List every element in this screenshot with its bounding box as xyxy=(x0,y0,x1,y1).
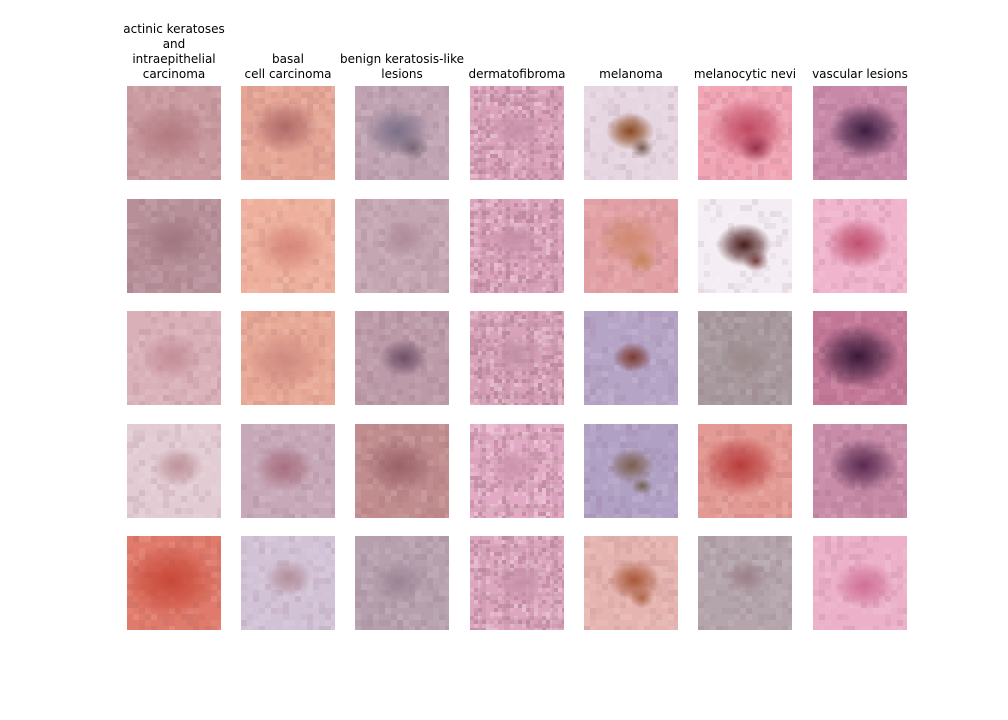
lesion-image-tile xyxy=(127,424,221,518)
column-title: dermatofibroma xyxy=(468,67,566,81)
lesion-image-tile xyxy=(813,424,907,518)
lesion-image-tile xyxy=(584,199,678,293)
lesion-image-tile xyxy=(127,536,221,630)
lesion-image xyxy=(355,86,449,180)
lesion-image-tile xyxy=(584,536,678,630)
lesion-image-tile xyxy=(241,536,335,630)
lesion-image xyxy=(355,199,449,293)
lesion-image xyxy=(813,311,907,405)
lesion-image-tile xyxy=(813,86,907,180)
lesion-image-tile xyxy=(241,86,335,180)
lesion-image-tile xyxy=(584,86,678,180)
lesion-image xyxy=(470,424,564,518)
column-title: melanoma xyxy=(599,67,663,81)
lesion-image-tile xyxy=(470,536,564,630)
lesion-image-tile xyxy=(698,86,792,180)
lesion-image-tile xyxy=(584,311,678,405)
lesion-image xyxy=(698,199,792,293)
column-title: benign keratosis-like lesions xyxy=(340,52,464,81)
lesion-image-tile xyxy=(698,311,792,405)
lesion-image-tile xyxy=(241,311,335,405)
lesion-image xyxy=(470,311,564,405)
lesion-image xyxy=(698,424,792,518)
lesion-image xyxy=(813,536,907,630)
lesion-image-tile xyxy=(813,199,907,293)
lesion-image-tile xyxy=(470,86,564,180)
column-title: actinic keratoses and intraepithelial ca… xyxy=(123,22,225,81)
lesion-image xyxy=(813,199,907,293)
lesion-image-tile xyxy=(241,199,335,293)
lesion-image xyxy=(698,86,792,180)
lesion-image xyxy=(355,424,449,518)
column-title: vascular lesions xyxy=(812,67,908,81)
lesion-image-tile xyxy=(470,311,564,405)
lesion-image-tile xyxy=(241,424,335,518)
lesion-image-tile xyxy=(470,424,564,518)
column-title: basal cell carcinoma xyxy=(244,52,332,81)
lesion-image-tile xyxy=(698,199,792,293)
lesion-image xyxy=(584,199,678,293)
lesion-image xyxy=(698,311,792,405)
lesion-image xyxy=(241,536,335,630)
lesion-image xyxy=(698,536,792,630)
lesion-image xyxy=(127,311,221,405)
lesion-image xyxy=(355,311,449,405)
lesion-image-tile xyxy=(698,536,792,630)
lesion-image xyxy=(584,311,678,405)
lesion-image xyxy=(584,536,678,630)
lesion-image-tile xyxy=(813,311,907,405)
lesion-image xyxy=(241,86,335,180)
lesion-image-tile xyxy=(355,86,449,180)
lesion-image xyxy=(241,424,335,518)
lesion-image-tile xyxy=(584,424,678,518)
column-title: melanocytic nevi xyxy=(693,67,797,81)
lesion-image xyxy=(241,311,335,405)
lesion-image-tile xyxy=(355,311,449,405)
lesion-image-tile xyxy=(470,199,564,293)
lesion-image-tile xyxy=(355,536,449,630)
lesion-image xyxy=(584,424,678,518)
lesion-image xyxy=(241,199,335,293)
lesion-image-tile xyxy=(355,199,449,293)
lesion-image xyxy=(127,86,221,180)
lesion-image-tile xyxy=(698,424,792,518)
lesion-image xyxy=(470,199,564,293)
lesion-image-tile xyxy=(127,311,221,405)
lesion-image xyxy=(470,536,564,630)
lesion-image-tile xyxy=(813,536,907,630)
lesion-image xyxy=(127,424,221,518)
lesion-image xyxy=(127,536,221,630)
lesion-image-tile xyxy=(355,424,449,518)
lesion-image-tile xyxy=(127,86,221,180)
lesion-image-tile xyxy=(127,199,221,293)
lesion-image xyxy=(127,199,221,293)
lesion-image xyxy=(355,536,449,630)
lesion-image xyxy=(813,424,907,518)
lesion-image xyxy=(470,86,564,180)
lesion-image xyxy=(813,86,907,180)
lesion-image xyxy=(584,86,678,180)
